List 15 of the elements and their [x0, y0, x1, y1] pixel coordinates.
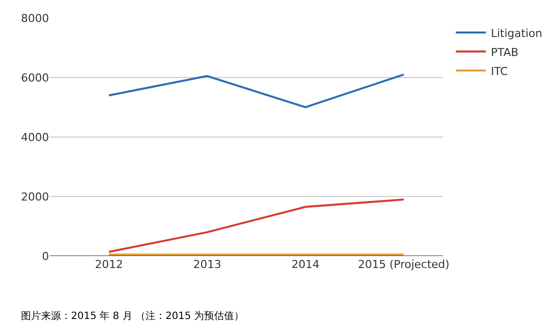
legend-label: ITC: [490, 64, 508, 78]
legend-label: PTAB: [490, 46, 518, 59]
x-tick-label: 2012: [94, 258, 123, 271]
x-tick-label: 2015 (Projected): [358, 258, 450, 271]
y-tick-label: 2000: [21, 190, 49, 204]
line-series: [108, 198, 405, 253]
y-tick-label: 4000: [21, 130, 49, 144]
x-tick-label: 2013: [193, 258, 222, 271]
x-tick-label: 2014: [291, 258, 320, 271]
y-tick-label: 6000: [21, 71, 49, 84]
legend-label: Litigation: [490, 26, 542, 40]
text: 图片来源：2015 年 8 月 （注：2015 为预估值）: [21, 310, 244, 322]
y-tick-label: 0: [42, 250, 49, 263]
line-series: [108, 74, 405, 108]
y-tick-label: 8000: [21, 12, 49, 25]
